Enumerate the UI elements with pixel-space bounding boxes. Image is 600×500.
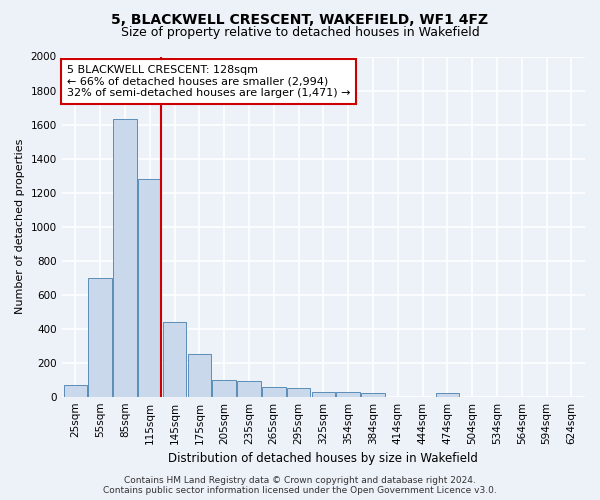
Bar (163, 322, 186, 396)
Bar (188, 354, 211, 397)
Bar (237, 382, 261, 396)
Bar (64, 385, 87, 396)
Bar (361, 394, 385, 396)
Y-axis label: Number of detached properties: Number of detached properties (15, 139, 25, 314)
Bar (262, 388, 286, 396)
Text: 5 BLACKWELL CRESCENT: 128sqm
← 66% of detached houses are smaller (2,994)
32% of: 5 BLACKWELL CRESCENT: 128sqm ← 66% of de… (67, 65, 350, 98)
Bar (88, 278, 112, 396)
Bar (436, 394, 459, 396)
Text: Contains HM Land Registry data © Crown copyright and database right 2024.
Contai: Contains HM Land Registry data © Crown c… (103, 476, 497, 495)
Bar (212, 380, 236, 396)
Bar (287, 388, 310, 396)
Bar (337, 392, 360, 396)
Bar (113, 120, 137, 396)
Text: 5, BLACKWELL CRESCENT, WAKEFIELD, WF1 4FZ: 5, BLACKWELL CRESCENT, WAKEFIELD, WF1 4F… (112, 12, 488, 26)
Text: Size of property relative to detached houses in Wakefield: Size of property relative to detached ho… (121, 26, 479, 39)
X-axis label: Distribution of detached houses by size in Wakefield: Distribution of detached houses by size … (169, 452, 478, 465)
Bar (311, 392, 335, 396)
Bar (138, 179, 161, 396)
